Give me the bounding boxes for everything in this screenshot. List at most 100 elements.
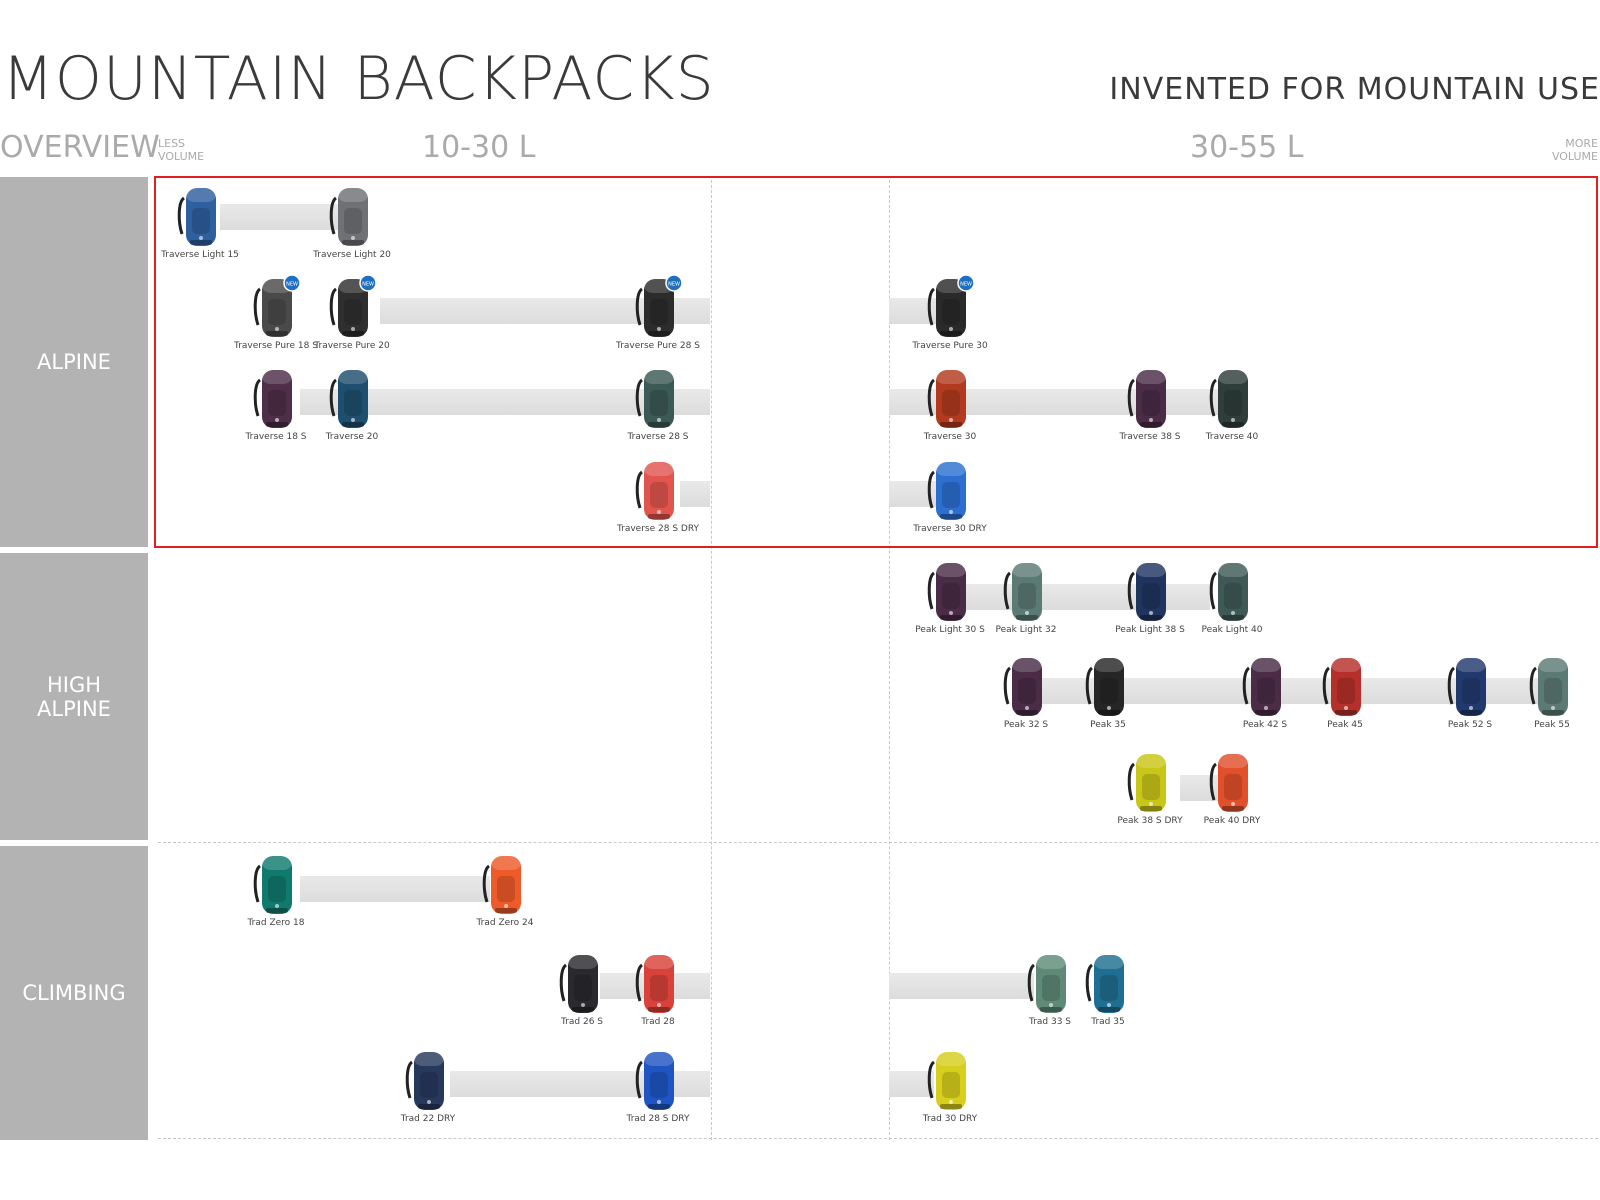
- backpack-label: Traverse Pure 30: [912, 341, 988, 351]
- backpack-icon: [1447, 658, 1486, 716]
- backpack-item[interactable]: Trad Zero 18: [231, 850, 321, 928]
- backpack-icon: [635, 370, 674, 428]
- backpack-item[interactable]: Trad 26 S: [537, 949, 627, 1027]
- backpack-icon: [1242, 658, 1281, 716]
- backpack-item[interactable]: NEW Traverse Pure 30: [905, 273, 995, 351]
- overview-label: OVERVIEW: [0, 130, 160, 165]
- category-climbing-label: CLIMBING: [22, 981, 126, 1005]
- backpack-item[interactable]: Traverse 30: [905, 364, 995, 442]
- backpack-item[interactable]: Trad 35: [1063, 949, 1153, 1027]
- backpack-icon: [1085, 955, 1124, 1013]
- backpack-label: Peak 32 S: [1003, 720, 1049, 730]
- backpack-item[interactable]: Trad 28: [613, 949, 703, 1027]
- backpack-item[interactable]: Peak Light 40: [1187, 557, 1277, 635]
- backpack-icon: [1027, 955, 1066, 1013]
- range-10-30: 10-30 L: [422, 130, 536, 165]
- backpack-item[interactable]: NEW Traverse Pure 20: [307, 273, 397, 351]
- backpack-icon: [1127, 563, 1166, 621]
- backpack-item[interactable]: Trad 28 S DRY: [613, 1046, 703, 1124]
- backpack-item[interactable]: Peak Light 32: [981, 557, 1071, 635]
- backpack-item[interactable]: Trad 33 S: [1005, 949, 1095, 1027]
- backpack-label: Trad Zero 24: [476, 918, 534, 928]
- backpack-item[interactable]: NEW Traverse Pure 28 S: [613, 273, 703, 351]
- backpack-label: Peak 40 DRY: [1203, 816, 1261, 826]
- backpack-icon: [1127, 370, 1166, 428]
- backpack-item[interactable]: Traverse 38 S: [1105, 364, 1195, 442]
- backpack-label: Peak Light 32: [995, 625, 1057, 635]
- backpack-item[interactable]: Traverse 40: [1187, 364, 1277, 442]
- row-separator: [158, 1138, 1598, 1139]
- backpack-item[interactable]: Traverse 28 S DRY: [613, 456, 703, 534]
- backpack-item[interactable]: Traverse 20: [307, 364, 397, 442]
- range-bar: [960, 584, 1210, 610]
- backpack-icon: NEW: [635, 274, 682, 337]
- row-separator: [158, 842, 1598, 843]
- backpack-item[interactable]: Peak Light 38 S: [1105, 557, 1195, 635]
- backpack-item[interactable]: Peak 32 S: [981, 652, 1071, 730]
- backpack-item[interactable]: Peak 52 S: [1425, 652, 1515, 730]
- backpack-item[interactable]: Traverse 28 S: [613, 364, 703, 442]
- backpack-icon: [405, 1052, 444, 1110]
- backpack-icon: [1003, 563, 1042, 621]
- backpack-item[interactable]: Traverse 18 S: [231, 364, 321, 442]
- backpack-label: Trad 28: [641, 1017, 675, 1027]
- category-alpine-label: ALPINE: [37, 350, 111, 374]
- backpack-icon: [1529, 658, 1568, 716]
- tagline: INVENTED FOR MOUNTAIN USE: [1109, 72, 1600, 107]
- less-volume-label: LESS VOLUME: [158, 137, 205, 163]
- divider-line: [889, 180, 890, 1140]
- backpack-icon: NEW: [329, 274, 376, 337]
- backpack-item[interactable]: Peak 38 S DRY: [1105, 748, 1195, 826]
- range-bar: [680, 481, 710, 507]
- range-bar: [889, 1071, 934, 1097]
- backpack-item[interactable]: Traverse 30 DRY: [905, 456, 995, 534]
- range-bar: [300, 876, 490, 902]
- backpack-label: Traverse 30 DRY: [913, 524, 987, 534]
- backpack-icon: [927, 370, 966, 428]
- backpack-item[interactable]: Peak 45: [1300, 652, 1390, 730]
- backpack-icon: NEW: [927, 274, 974, 337]
- backpack-icon: [329, 370, 368, 428]
- backpack-label: Trad 22 DRY: [400, 1114, 456, 1124]
- backpack-label: Traverse 28 S DRY: [616, 524, 700, 534]
- backpack-label: Traverse Pure 28 S: [616, 341, 700, 351]
- backpack-icon: [253, 370, 292, 428]
- category-high-alpine-label: HIGH ALPINE: [37, 672, 111, 721]
- backpack-item[interactable]: NEW Traverse Pure 18 S: [231, 273, 321, 351]
- backpack-item[interactable]: Trad 22 DRY: [383, 1046, 473, 1124]
- backpack-item[interactable]: Peak Light 30 S: [905, 557, 995, 635]
- backpack-item[interactable]: Peak 35: [1063, 652, 1153, 730]
- category-alpine: ALPINE: [0, 177, 148, 547]
- backpack-label: Peak 38 S DRY: [1117, 816, 1183, 826]
- backpack-item[interactable]: Peak 42 S: [1220, 652, 1310, 730]
- backpack-icon: [1209, 370, 1248, 428]
- backpack-icon: [927, 462, 966, 520]
- backpack-icon: [1085, 658, 1124, 716]
- backpack-icon: [635, 1052, 674, 1110]
- backpack-label: Trad 30 DRY: [922, 1114, 978, 1124]
- backpack-item[interactable]: Trad 30 DRY: [905, 1046, 995, 1124]
- backpack-item[interactable]: Trad Zero 24: [460, 850, 550, 928]
- backpack-icon: NEW: [253, 274, 300, 337]
- backpack-label: Peak 45: [1327, 720, 1363, 730]
- backpack-icon: [1209, 563, 1248, 621]
- backpack-icon: [177, 188, 216, 246]
- backpack-item[interactable]: Traverse Light 15: [155, 182, 245, 260]
- range-bar: [300, 389, 710, 415]
- backpack-label: Peak Light 38 S: [1115, 625, 1185, 635]
- backpack-label: Traverse 28 S: [627, 432, 689, 442]
- backpack-label: Peak 52 S: [1447, 720, 1493, 730]
- backpack-label: Peak Light 30 S: [915, 625, 985, 635]
- backpack-icon: [927, 563, 966, 621]
- backpack-label: Trad 26 S: [561, 1017, 603, 1027]
- backpack-item[interactable]: Peak 55: [1507, 652, 1597, 730]
- backpack-label: Traverse Pure 20: [314, 341, 390, 351]
- backpack-item[interactable]: Peak 40 DRY: [1187, 748, 1277, 826]
- backpack-label: Traverse 38 S: [1119, 432, 1181, 442]
- backpack-label: Traverse 40: [1205, 432, 1259, 442]
- backpack-icon: [1127, 754, 1166, 812]
- category-climbing: CLIMBING: [0, 846, 148, 1140]
- backpack-item[interactable]: Traverse Light 20: [307, 182, 397, 260]
- backpack-icon: [927, 1052, 966, 1110]
- alpine-highlight-frame: [154, 176, 1598, 548]
